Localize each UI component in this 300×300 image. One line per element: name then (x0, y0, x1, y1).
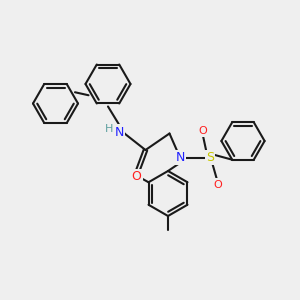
Text: O: O (132, 170, 141, 184)
Text: N: N (175, 151, 185, 164)
Text: O: O (198, 125, 207, 136)
Text: H: H (105, 124, 114, 134)
Text: N: N (114, 125, 124, 139)
Text: O: O (213, 179, 222, 190)
Text: S: S (206, 151, 214, 164)
